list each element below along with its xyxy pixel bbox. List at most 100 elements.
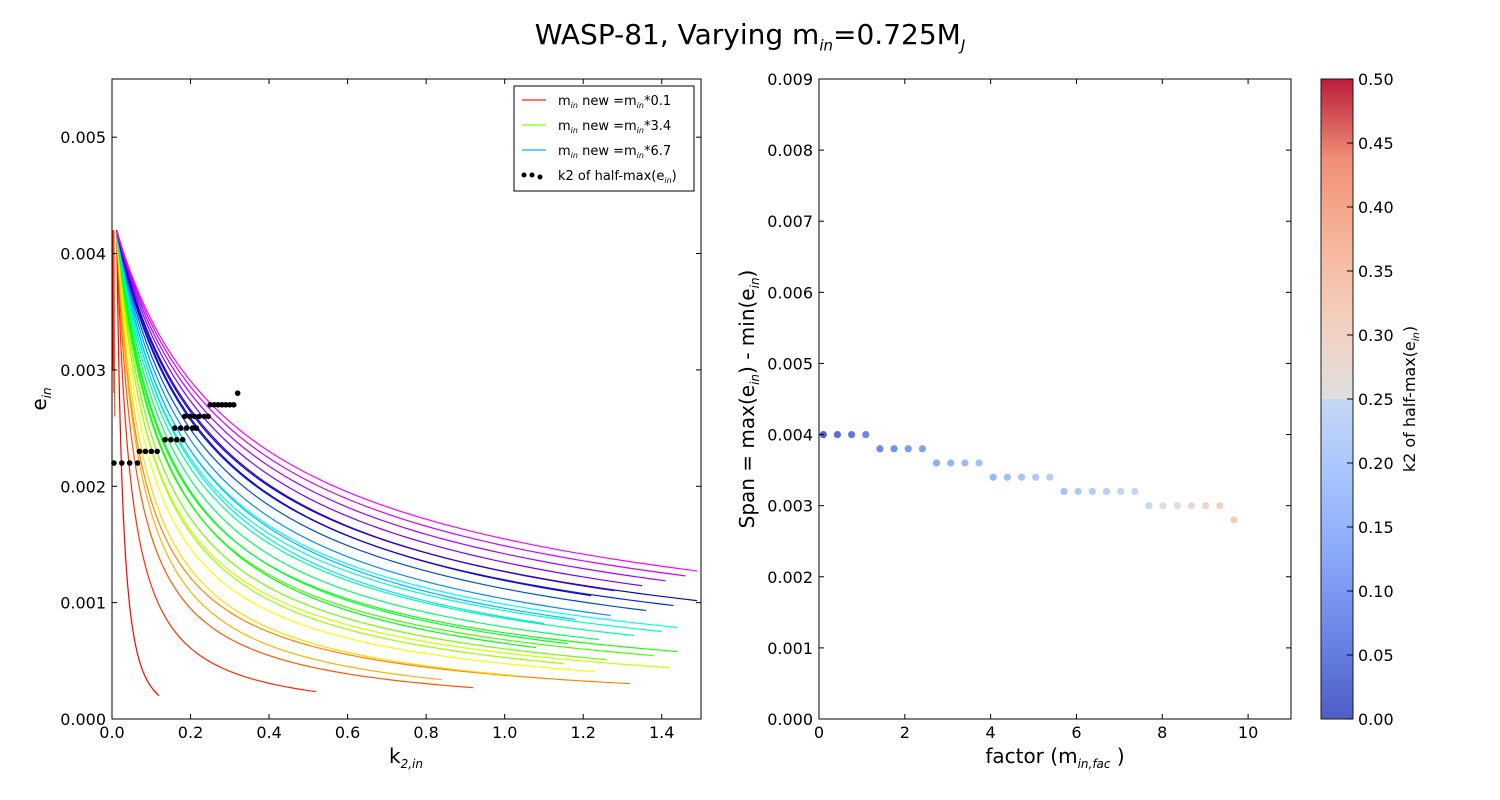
left-halfmax-marker bbox=[193, 425, 200, 431]
right-x-tick-label: 0 bbox=[814, 723, 824, 742]
left-y-tick-label: 0.005 bbox=[60, 128, 106, 147]
left-curve-line bbox=[116, 230, 666, 582]
legend-entry-label: min new =min*0.1 bbox=[558, 94, 671, 110]
title-sub: in bbox=[819, 36, 834, 55]
right-scatter-point bbox=[890, 445, 898, 453]
right-scatter-point bbox=[989, 473, 997, 481]
left-curve-family bbox=[112, 230, 698, 697]
left-halfmax-marker bbox=[173, 436, 180, 443]
colorbar-tick-label: 0.30 bbox=[1358, 326, 1394, 345]
right-scatter-point bbox=[932, 459, 941, 467]
left-curve-start-segment bbox=[112, 230, 115, 394]
colorbar-tick-label: 0.50 bbox=[1358, 70, 1394, 89]
right-scatter-point bbox=[1032, 473, 1040, 481]
right-scatter-point bbox=[848, 430, 856, 439]
left-curve-line bbox=[116, 230, 474, 689]
legend-text: *0.1 bbox=[644, 94, 671, 109]
left-y-tick-label: 0.000 bbox=[60, 710, 106, 729]
left-halfmax-marker bbox=[136, 448, 143, 455]
right-scatter-point bbox=[1088, 487, 1096, 496]
colorbar-tick-label: 0.10 bbox=[1358, 582, 1394, 601]
left-y-tick-label: 0.003 bbox=[60, 361, 106, 380]
right-y-tick-label: 0.008 bbox=[767, 141, 813, 160]
left-x-tick-label: 1.2 bbox=[570, 723, 595, 742]
left-halfmax-marker bbox=[168, 436, 174, 443]
right-x-label: factor (min,fac ) bbox=[985, 744, 1124, 771]
left-y-label: ein bbox=[27, 387, 54, 410]
right-scatter-point bbox=[1074, 487, 1082, 496]
left-halfmax-marker bbox=[196, 413, 202, 420]
left-curve-line bbox=[116, 230, 615, 592]
left-x-ticks: 0.0 0.2 0.4 0.6 0.8 1.0 1.2 1.4 bbox=[99, 79, 674, 742]
right-x-tick-label: 10 bbox=[1238, 723, 1258, 742]
right-scatter-points bbox=[819, 430, 1238, 524]
colorbar: 0.00 0.05 0.10 0.15 0.20 0.25 0.30 0.35 0.40 0.45… bbox=[1320, 70, 1422, 729]
title-prefix: WASP-81, Varying m bbox=[534, 18, 820, 51]
left-y-ticks: 0.000 0.001 0.002 0.003 0.004 0.005 bbox=[60, 128, 701, 729]
legend-entry-label: min new =min*6.7 bbox=[558, 144, 671, 160]
left-x-tick-label: 1.4 bbox=[649, 723, 674, 742]
left-curve-line bbox=[116, 230, 596, 673]
right-scatter-point bbox=[975, 459, 983, 467]
right-y-tick-label: 0.005 bbox=[767, 354, 813, 373]
left-halfmax-marker bbox=[234, 390, 241, 396]
right-y-tick-label: 0.007 bbox=[767, 212, 813, 231]
left-halfmax-marker bbox=[181, 413, 188, 420]
left-x-tick-label: 0.2 bbox=[178, 723, 203, 742]
legend-subscript: in bbox=[571, 101, 578, 110]
left-halfmax-marker bbox=[183, 425, 190, 431]
colorbar-tick-label: 0.20 bbox=[1358, 454, 1394, 473]
right-x-tick-label: 6 bbox=[1071, 723, 1081, 742]
right-scatter-point bbox=[1060, 487, 1068, 496]
left-curve-line bbox=[116, 230, 686, 577]
legend-text: new =m bbox=[578, 119, 637, 134]
right-scatter-point bbox=[1017, 473, 1026, 481]
left-curve-line bbox=[116, 230, 442, 681]
left-curve-line bbox=[116, 230, 635, 637]
left-curve-line bbox=[116, 230, 160, 697]
right-scatter-point bbox=[1159, 502, 1167, 510]
legend-box bbox=[513, 85, 695, 192]
left-curve-line bbox=[116, 230, 545, 625]
left-x-tick-label: 0.6 bbox=[335, 723, 360, 742]
right-scatter-point bbox=[1230, 516, 1238, 524]
left-halfmax-markers bbox=[111, 390, 241, 466]
right-scatter-point bbox=[918, 445, 927, 453]
left-halfmax-marker bbox=[148, 448, 155, 455]
right-scatter-point bbox=[1046, 473, 1054, 481]
right-x-ticks: 0 2 4 6 8 10 bbox=[814, 79, 1258, 742]
left-halfmax-marker bbox=[205, 413, 212, 420]
left-halfmax-marker bbox=[134, 460, 141, 466]
right-y-tick-label: 0.004 bbox=[767, 426, 813, 445]
colorbar-tick-label: 0.05 bbox=[1358, 646, 1394, 665]
colorbar-tick-label: 0.35 bbox=[1358, 262, 1394, 281]
right-scatter-point bbox=[1216, 502, 1224, 510]
left-halfmax-marker bbox=[211, 402, 217, 408]
right-scatter-point bbox=[904, 445, 912, 453]
left-x-tick-label: 0.8 bbox=[413, 723, 438, 742]
left-halfmax-marker bbox=[207, 402, 213, 408]
right-scatter-point bbox=[1202, 502, 1210, 510]
legend-subscript: in bbox=[571, 126, 578, 135]
left-halfmax-marker bbox=[191, 413, 198, 420]
right-scatter-point bbox=[1145, 502, 1153, 510]
legend-text: ) bbox=[672, 169, 677, 184]
right-x-tick-label: 4 bbox=[986, 723, 996, 742]
left-halfmax-marker bbox=[154, 448, 160, 455]
left-x-tick-label: 1.0 bbox=[492, 723, 517, 742]
right-scatter-point bbox=[1102, 487, 1111, 496]
right-scatter-point bbox=[961, 459, 969, 467]
legend-entry-label: k2 of half-max(ein) bbox=[558, 169, 677, 185]
left-x-tick-label: 0.4 bbox=[256, 723, 281, 742]
right-scatter-point bbox=[1117, 487, 1125, 496]
right-y-label: Span = max(ein) - min(ein) bbox=[735, 270, 762, 529]
right-y-tick-label: 0.002 bbox=[767, 568, 813, 587]
title-mid: =0.725M bbox=[833, 18, 961, 51]
left-halfmax-marker bbox=[201, 413, 208, 420]
left-curve-line bbox=[116, 230, 678, 653]
legend-entry-label: min new =min*3.4 bbox=[558, 119, 671, 135]
right-y-tick-label: 0.001 bbox=[767, 639, 813, 658]
left-halfmax-marker bbox=[189, 425, 196, 431]
legend-dot-swatch bbox=[537, 174, 543, 180]
legend-dot-swatch bbox=[521, 172, 527, 178]
